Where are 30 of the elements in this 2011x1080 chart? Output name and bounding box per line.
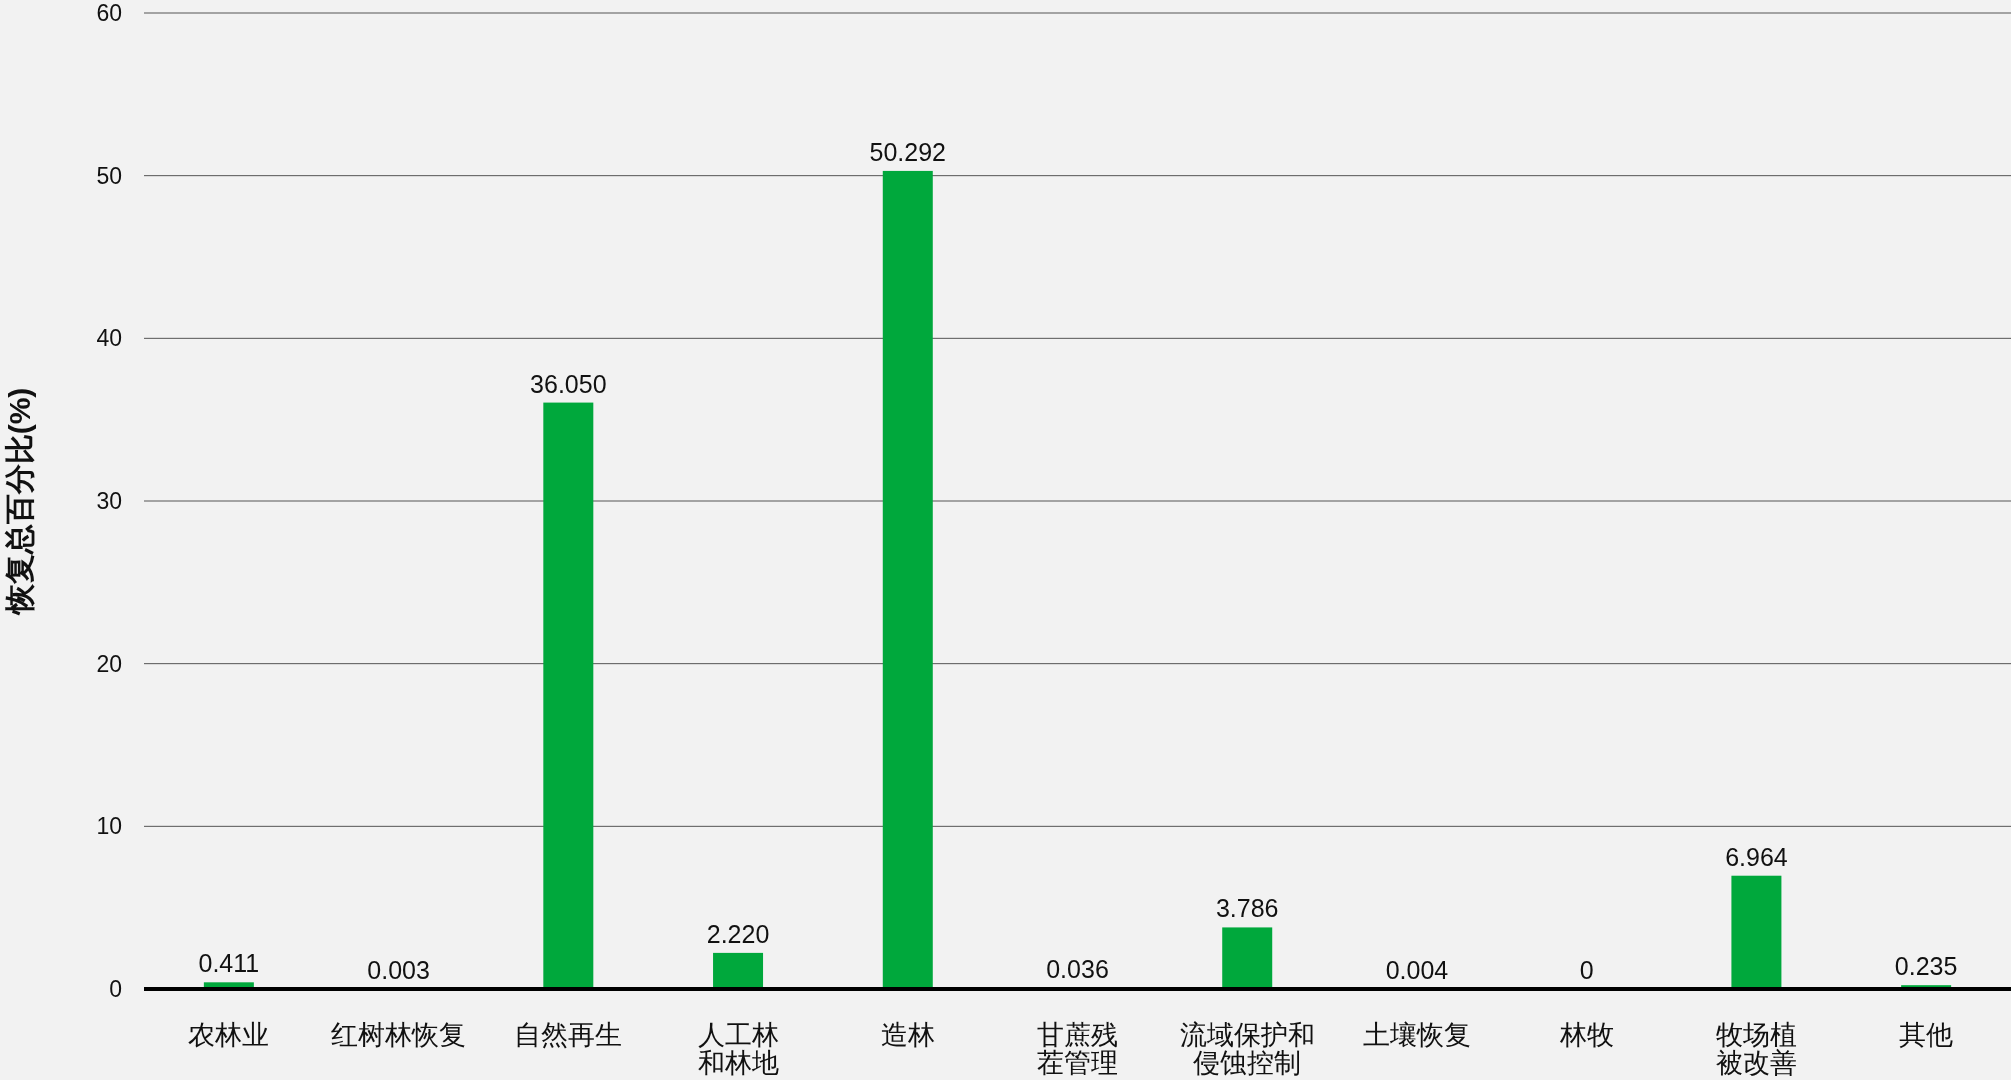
x-tick-label: 农林业 (188, 1020, 270, 1050)
data-label: 0.004 (1385, 955, 1449, 984)
x-tick-label: 土壤恢复 (1362, 1020, 1471, 1050)
x-tick-label: 人工林和林地 (697, 1020, 779, 1078)
y-tick-label: 60 (96, 0, 122, 26)
data-label: 0.003 (367, 955, 430, 984)
data-label: 6.964 (1725, 842, 1788, 871)
data-label: 50.292 (869, 137, 947, 166)
data-label: 36.050 (530, 369, 607, 398)
data-label: 0.411 (198, 949, 260, 978)
y-tick-label: 0 (109, 976, 122, 1002)
x-tick-label: 甘蔗残茬管理 (1037, 1020, 1118, 1078)
data-label: 2.220 (706, 919, 770, 948)
y-axis-title: 恢复总百分比(%) (3, 387, 36, 617)
y-tick-label: 20 (96, 650, 122, 677)
x-tick-label: 自然再生 (514, 1020, 623, 1050)
data-label: 0 (1579, 956, 1594, 984)
x-tick-label: 流域保护和侵蚀控制 (1179, 1020, 1315, 1078)
data-label: 0.235 (1894, 952, 1958, 981)
x-tick-label: 其他 (1899, 1020, 1954, 1050)
y-tick-label: 30 (96, 488, 122, 514)
y-tick-label: 40 (96, 325, 122, 352)
data-label: 3.786 (1215, 894, 1279, 923)
x-tick-label: 牧场植被改善 (1715, 1020, 1797, 1078)
x-tick-label: 林牧 (1558, 1020, 1614, 1050)
y-tick-label: 10 (96, 813, 122, 840)
x-tick-label: 造林 (880, 1020, 935, 1050)
x-tick-label: 红树林恢复 (331, 1020, 467, 1050)
y-tick-label: 50 (96, 162, 122, 189)
data-label: 0.036 (1046, 955, 1109, 984)
